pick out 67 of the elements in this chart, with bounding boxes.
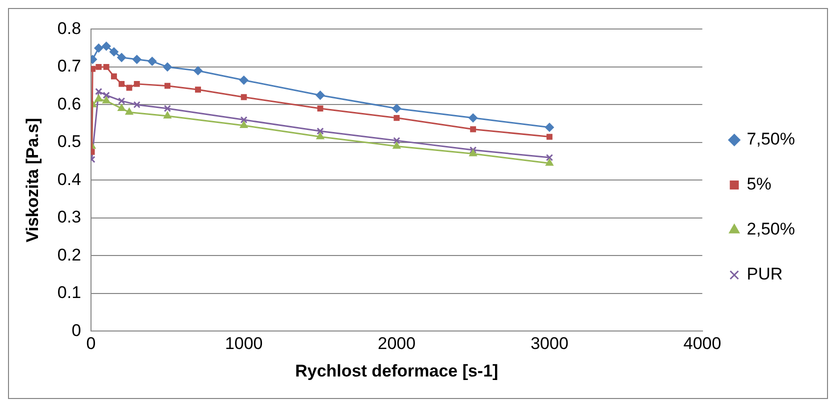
point bbox=[95, 88, 102, 96]
x-tick-label: 3000 bbox=[530, 334, 568, 354]
point bbox=[103, 64, 110, 70]
y-tick-label: 0.8 bbox=[57, 18, 82, 38]
y-tick-label: 0.6 bbox=[57, 94, 82, 114]
point bbox=[118, 97, 126, 105]
y-tick-label: 0.5 bbox=[57, 132, 82, 152]
y-tick-label: 0.2 bbox=[57, 245, 82, 264]
point bbox=[470, 126, 476, 132]
y-tick-label: 0 bbox=[72, 320, 82, 340]
point bbox=[164, 104, 172, 112]
y-tick-label: 0.4 bbox=[57, 170, 82, 189]
point bbox=[163, 112, 172, 119]
x-tick-label: 1000 bbox=[224, 334, 263, 354]
point bbox=[132, 54, 142, 64]
point bbox=[392, 142, 401, 149]
point bbox=[109, 47, 118, 56]
point bbox=[316, 90, 325, 100]
point bbox=[117, 53, 126, 62]
point bbox=[148, 56, 157, 66]
x-tick-label: 4000 bbox=[683, 334, 722, 354]
point bbox=[393, 136, 400, 144]
point bbox=[102, 92, 110, 99]
point bbox=[240, 116, 248, 124]
legend-label: 7,50% bbox=[746, 130, 795, 149]
point bbox=[162, 62, 172, 72]
point bbox=[546, 134, 552, 140]
point bbox=[317, 106, 324, 112]
point bbox=[102, 96, 110, 104]
point bbox=[126, 84, 132, 91]
y-tick-label: 0.1 bbox=[57, 283, 82, 302]
point bbox=[195, 86, 201, 93]
point bbox=[240, 120, 248, 128]
point bbox=[102, 42, 111, 51]
point bbox=[316, 132, 324, 140]
x-tick-label: 2000 bbox=[378, 334, 416, 354]
point bbox=[469, 146, 477, 154]
point bbox=[316, 128, 324, 135]
x-axis-title: Rychlost deformace [s-1] bbox=[295, 361, 498, 380]
point bbox=[110, 73, 117, 80]
point bbox=[468, 113, 478, 122]
point bbox=[240, 94, 247, 100]
y-tick-label: 0.3 bbox=[57, 208, 82, 227]
y-tick-label: 0.7 bbox=[57, 56, 82, 76]
point bbox=[164, 82, 170, 89]
point bbox=[194, 66, 203, 76]
point bbox=[546, 154, 554, 162]
point bbox=[392, 104, 402, 113]
legend-label: PUR bbox=[746, 264, 783, 284]
point bbox=[134, 80, 140, 87]
point bbox=[125, 108, 134, 115]
x-tick-label: 0 bbox=[86, 334, 96, 354]
point bbox=[394, 114, 400, 121]
point bbox=[133, 101, 140, 108]
point bbox=[91, 66, 96, 72]
point bbox=[544, 122, 554, 132]
point bbox=[94, 94, 103, 102]
y-axis-title: Viskozita [Pa.s] bbox=[22, 118, 42, 242]
point bbox=[94, 44, 104, 53]
point bbox=[96, 64, 102, 70]
legend-label: 5% bbox=[746, 174, 772, 194]
point bbox=[118, 80, 125, 87]
legend-label: 2,50% bbox=[746, 220, 795, 239]
point bbox=[239, 76, 248, 85]
point bbox=[546, 158, 554, 166]
point bbox=[469, 149, 478, 156]
point bbox=[118, 104, 126, 111]
